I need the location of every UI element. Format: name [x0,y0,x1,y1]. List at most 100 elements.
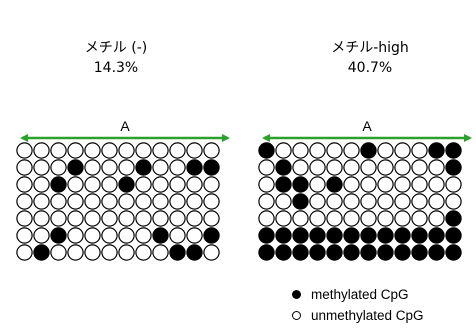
unmethylated-cpg [67,227,84,244]
cpg-grid-left [16,142,220,261]
unmethylated-cpg [50,159,67,176]
unmethylated-cpg [152,244,169,261]
methylated-cpg [360,244,377,261]
unmethylated-cpg [152,159,169,176]
unmethylated-cpg [50,193,67,210]
methylated-cpg [377,227,394,244]
methylated-cpg [343,244,360,261]
unmethylated-cpg [118,227,135,244]
unmethylated-cpg [186,210,203,227]
legend-methylated-label: methylated CpG [311,287,409,302]
unmethylated-cpg [101,210,118,227]
unmethylated-cpg [186,193,203,210]
methylated-cpg [411,244,428,261]
methylated-cpg [275,244,292,261]
unmethylated-cpg [411,159,428,176]
methylated-cpg [394,244,411,261]
unmethylated-cpg [135,176,152,193]
unmethylated-cpg [16,227,33,244]
unmethylated-cpg [343,193,360,210]
unmethylated-cpg [326,193,343,210]
methylated-cpg [309,244,326,261]
unmethylated-cpg [394,193,411,210]
unmethylated-cpg [33,176,50,193]
unmethylated-cpg [258,210,275,227]
unmethylated-cpg [411,176,428,193]
methylated-cpg [169,244,186,261]
methylated-cpg [118,176,135,193]
methylated-cpg [67,159,84,176]
unmethylated-cpg [84,193,101,210]
unmethylated-cpg [169,142,186,159]
unmethylated-cpg [275,142,292,159]
unmethylated-cpg [360,159,377,176]
unmethylated-cpg [50,142,67,159]
unmethylated-cpg [67,193,84,210]
unmethylated-cpg [343,142,360,159]
methylated-cpg [445,142,462,159]
unmethylated-cpg [411,142,428,159]
unmethylated-cpg [360,176,377,193]
unmethylated-cpg [343,159,360,176]
methylated-cpg [445,159,462,176]
methylated-cpg [411,227,428,244]
unmethylated-cpg [394,142,411,159]
unmethylated-cpg [203,142,220,159]
unmethylated-cpg [84,210,101,227]
methylated-cpg [258,227,275,244]
unmethylated-cpg [50,244,67,261]
unmethylated-cpg [33,210,50,227]
methylated-cpg [186,159,203,176]
unmethylated-cpg [428,159,445,176]
methylated-cpg [326,244,343,261]
unmethylated-cpg [118,193,135,210]
unmethylated-cpg [377,193,394,210]
unmethylated-cpg [377,142,394,159]
unmethylated-cpg [292,142,309,159]
unmethylated-cpg [428,176,445,193]
methylated-cpg [445,244,462,261]
unmethylated-cpg [101,159,118,176]
unmethylated-cpg [169,193,186,210]
unmethylated-cpg [16,159,33,176]
unmethylated-cpg [445,176,462,193]
unmethylated-cpg [428,210,445,227]
unmethylated-cpg [411,210,428,227]
unmethylated-cpg [377,176,394,193]
unmethylated-cpg [326,210,343,227]
unmethylated-cpg [258,193,275,210]
unmethylated-cpg [135,193,152,210]
panel-percent-left: 14.3% [93,60,139,76]
methylated-cpg [275,176,292,193]
methylated-cpg [292,227,309,244]
unmethylated-cpg [101,193,118,210]
unmethylated-cpg [309,176,326,193]
methylated-cpg [428,227,445,244]
unmethylated-cpg [118,142,135,159]
unmethylated-cpg [169,210,186,227]
panel-title-right: メチル-high [331,40,409,56]
unmethylated-cpg [33,159,50,176]
methylated-cpg [203,227,220,244]
methylated-cpg [309,227,326,244]
unmethylated-cpg [101,244,118,261]
unmethylated-cpg [292,210,309,227]
methylated-cpg [292,244,309,261]
unmethylated-cpg [377,159,394,176]
unmethylated-cpg [309,193,326,210]
unmethylated-cpg [428,193,445,210]
unmethylated-cpg [377,210,394,227]
unmethylated-cpg [326,159,343,176]
unmethylated-cpg [33,142,50,159]
unmethylated-cpg [135,244,152,261]
unmethylated-cpg [16,142,33,159]
unmethylated-cpg [258,176,275,193]
panel-title-left: メチル (-) [84,40,148,56]
unmethylated-cpg [152,210,169,227]
methylated-cpg [326,227,343,244]
unmethylated-cpg [33,227,50,244]
methylated-cpg [258,142,275,159]
unmethylated-cpg [50,210,67,227]
region-label-left: A [120,118,130,134]
unmethylated-cpg [186,227,203,244]
